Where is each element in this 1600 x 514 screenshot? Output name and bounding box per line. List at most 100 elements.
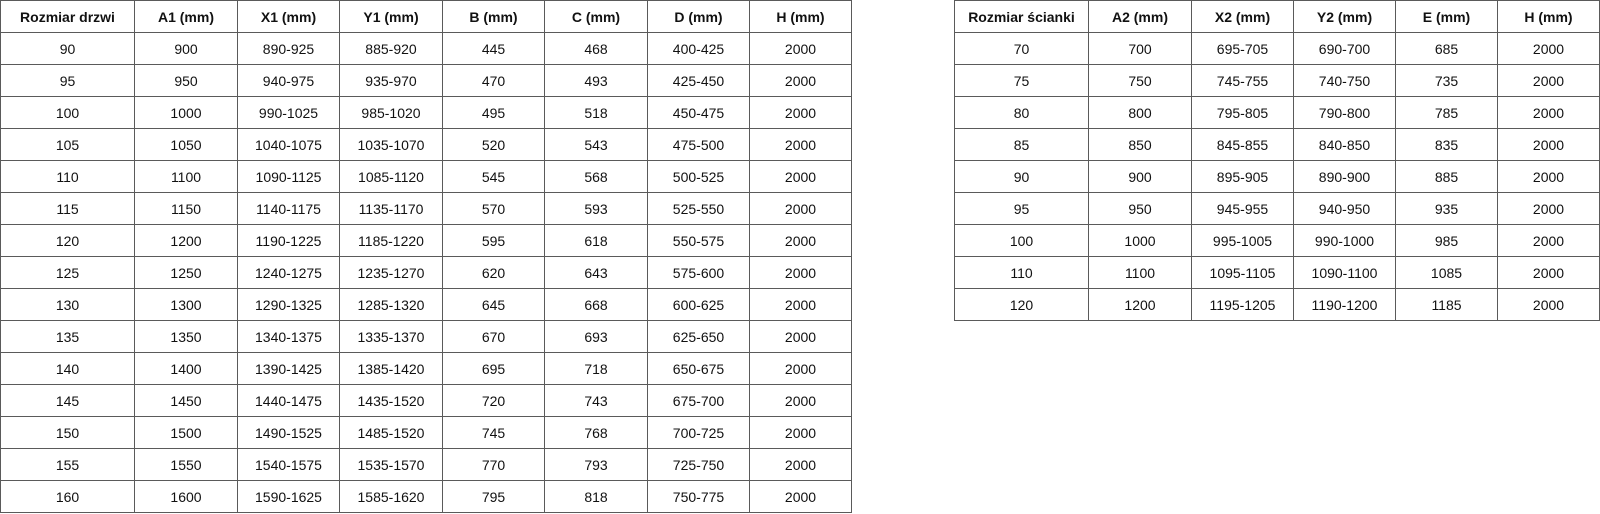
table-cell: 800 bbox=[1088, 96, 1192, 129]
table-cell: 2000 bbox=[749, 352, 852, 385]
table-cell: 1585-1620 bbox=[339, 480, 443, 513]
table-cell: 685 bbox=[1395, 32, 1498, 65]
table-row: 125 1250 1240-1275 1235-1270 620 643 575-600 20… bbox=[0, 256, 852, 289]
table-cell: 1435-1520 bbox=[339, 384, 443, 417]
table-cell: 2000 bbox=[749, 224, 852, 257]
table-cell: 650-675 bbox=[647, 352, 750, 385]
column-header: D (mm) bbox=[647, 0, 750, 33]
table-cell: 2000 bbox=[1497, 160, 1600, 193]
table-cell: 1590-1625 bbox=[237, 480, 340, 513]
table-cell: 130 bbox=[0, 288, 135, 321]
table-cell: 545 bbox=[442, 160, 545, 193]
door-size-table: Rozmiar drzwi A1 (mm) X1 (mm) Y1 (mm) B (mm)… bbox=[0, 0, 852, 513]
column-header: C (mm) bbox=[544, 0, 648, 33]
table-cell: 643 bbox=[544, 256, 648, 289]
table-cell: 940-975 bbox=[237, 64, 340, 97]
table-cell: 2000 bbox=[1497, 192, 1600, 225]
table-cell: 725-750 bbox=[647, 448, 750, 481]
table-cell: 75 bbox=[954, 64, 1089, 97]
table-cell: 518 bbox=[544, 96, 648, 129]
table-cell: 95 bbox=[0, 64, 135, 97]
table-cell: 110 bbox=[954, 256, 1089, 289]
table-cell: 570 bbox=[442, 192, 545, 225]
table-cell: 1350 bbox=[134, 320, 238, 353]
table-cell: 1085-1120 bbox=[339, 160, 443, 193]
table-cell: 720 bbox=[442, 384, 545, 417]
table-cell: 1290-1325 bbox=[237, 288, 340, 321]
table-cell: 985 bbox=[1395, 224, 1498, 257]
table-cell: 120 bbox=[0, 224, 135, 257]
table-cell: 740-750 bbox=[1293, 64, 1396, 97]
table-row: 160 1600 1590-1625 1585-1620 795 818 750-775 20… bbox=[0, 480, 852, 513]
table-cell: 935 bbox=[1395, 192, 1498, 225]
table-row: 105 1050 1040-1075 1035-1070 520 543 475-500 20… bbox=[0, 128, 852, 161]
table-cell: 1100 bbox=[1088, 256, 1192, 289]
table-cell: 768 bbox=[544, 416, 648, 449]
table-cell: 1100 bbox=[134, 160, 238, 193]
table-cell: 900 bbox=[134, 32, 238, 65]
table-cell: 1195-1205 bbox=[1191, 288, 1294, 321]
table-cell: 990-1025 bbox=[237, 96, 340, 129]
table-cell: 595 bbox=[442, 224, 545, 257]
table-cell: 745 bbox=[442, 416, 545, 449]
table-cell: 140 bbox=[0, 352, 135, 385]
table-cell: 790-800 bbox=[1293, 96, 1396, 129]
table-cell: 500-525 bbox=[647, 160, 750, 193]
table-row: 90 900 890-925 885-920 445 468 400-425 2000 bbox=[0, 32, 852, 65]
table-cell: 995-1005 bbox=[1191, 224, 1294, 257]
table-cell: 2000 bbox=[1497, 32, 1600, 65]
table-cell: 695-705 bbox=[1191, 32, 1294, 65]
table-cell: 145 bbox=[0, 384, 135, 417]
table-row: 130 1300 1290-1325 1285-1320 645 668 600-625 20… bbox=[0, 288, 852, 321]
table-cell: 155 bbox=[0, 448, 135, 481]
column-header: A1 (mm) bbox=[134, 0, 238, 33]
table-row: 110 1100 1095-1105 1090-1100 1085 2000 bbox=[954, 256, 1600, 289]
table-cell: 1185-1220 bbox=[339, 224, 443, 257]
table-cell: 1485-1520 bbox=[339, 416, 443, 449]
table-cell: 2000 bbox=[749, 480, 852, 513]
wall-size-table: Rozmiar ścianki A2 (mm) X2 (mm) Y2 (mm) E (m… bbox=[954, 0, 1600, 321]
table-cell: 895-905 bbox=[1191, 160, 1294, 193]
table-cell: 1400 bbox=[134, 352, 238, 385]
table-cell: 950 bbox=[1088, 192, 1192, 225]
table-cell: 1390-1425 bbox=[237, 352, 340, 385]
table-cell: 525-550 bbox=[647, 192, 750, 225]
table-cell: 840-850 bbox=[1293, 128, 1396, 161]
column-header: X2 (mm) bbox=[1191, 0, 1294, 33]
table-row: 75 750 745-755 740-750 735 2000 bbox=[954, 64, 1600, 97]
table-cell: 1540-1575 bbox=[237, 448, 340, 481]
table-cell: 495 bbox=[442, 96, 545, 129]
table-header-row: Rozmiar ścianki A2 (mm) X2 (mm) Y2 (mm) E (m… bbox=[954, 0, 1600, 33]
table-cell: 1235-1270 bbox=[339, 256, 443, 289]
table-header-row: Rozmiar drzwi A1 (mm) X1 (mm) Y1 (mm) B (mm)… bbox=[0, 0, 852, 33]
table-cell: 2000 bbox=[1497, 288, 1600, 321]
table-cell: 543 bbox=[544, 128, 648, 161]
table-cell: 1190-1200 bbox=[1293, 288, 1396, 321]
table-cell: 593 bbox=[544, 192, 648, 225]
table-cell: 1095-1105 bbox=[1191, 256, 1294, 289]
table-cell: 160 bbox=[0, 480, 135, 513]
table-cell: 845-855 bbox=[1191, 128, 1294, 161]
table-cell: 2000 bbox=[1497, 224, 1600, 257]
table-cell: 890-925 bbox=[237, 32, 340, 65]
table-row: 70 700 695-705 690-700 685 2000 bbox=[954, 32, 1600, 65]
table-row: 110 1100 1090-1125 1085-1120 545 568 500-525 20… bbox=[0, 160, 852, 193]
table-cell: 985-1020 bbox=[339, 96, 443, 129]
table-cell: 95 bbox=[954, 192, 1089, 225]
table-cell: 743 bbox=[544, 384, 648, 417]
table-cell: 695 bbox=[442, 352, 545, 385]
table-cell: 1190-1225 bbox=[237, 224, 340, 257]
table-cell: 693 bbox=[544, 320, 648, 353]
table-cell: 750 bbox=[1088, 64, 1192, 97]
table-cell: 885 bbox=[1395, 160, 1498, 193]
table-cell: 2000 bbox=[749, 96, 852, 129]
table-cell: 493 bbox=[544, 64, 648, 97]
table-cell: 1340-1375 bbox=[237, 320, 340, 353]
table-row: 145 1450 1440-1475 1435-1520 720 743 675-700 20… bbox=[0, 384, 852, 417]
table-cell: 2000 bbox=[749, 416, 852, 449]
column-header: Y2 (mm) bbox=[1293, 0, 1396, 33]
table-cell: 1140-1175 bbox=[237, 192, 340, 225]
table-cell: 90 bbox=[0, 32, 135, 65]
table-cell: 700-725 bbox=[647, 416, 750, 449]
table-row: 135 1350 1340-1375 1335-1370 670 693 625-650 20… bbox=[0, 320, 852, 353]
